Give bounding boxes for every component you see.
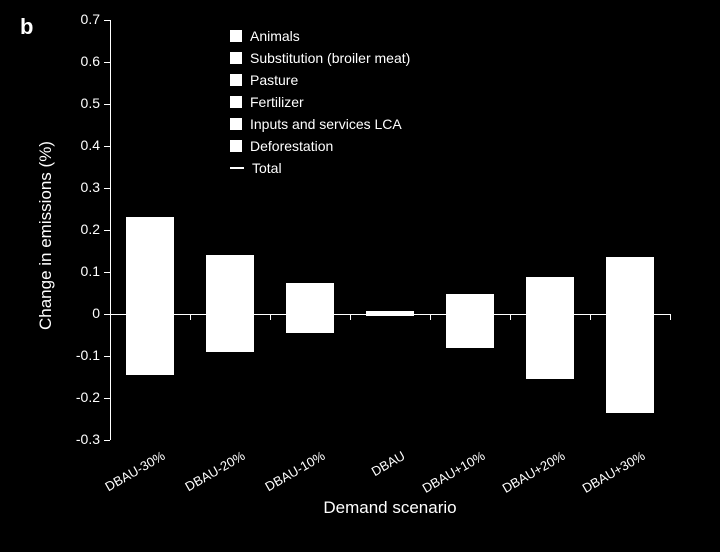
bar-positive [126, 217, 174, 314]
bar-positive [606, 257, 654, 314]
legend-item: Deforestation [230, 138, 410, 154]
ytick-label: 0.4 [60, 137, 100, 153]
ytick-label: 0 [60, 305, 100, 321]
total-marker [606, 356, 654, 358]
bar-negative [446, 314, 494, 348]
legend-label: Total [252, 160, 282, 176]
legend-item: Pasture [230, 72, 410, 88]
ytick-label: -0.3 [60, 431, 100, 447]
legend-label: Animals [250, 28, 300, 44]
total-marker [526, 342, 574, 344]
total-marker [286, 301, 334, 303]
bar-positive [526, 277, 574, 314]
bar-positive [286, 283, 334, 315]
ytick-label: -0.2 [60, 389, 100, 405]
legend-label: Inputs and services LCA [250, 116, 402, 132]
ytick-label: 0.5 [60, 95, 100, 111]
y-axis-label: Change in emissions (%) [36, 141, 56, 330]
bar-negative [286, 314, 334, 333]
legend-label: Pasture [250, 72, 298, 88]
bar-negative [526, 314, 574, 379]
total-marker [446, 328, 494, 330]
total-marker [126, 278, 174, 280]
legend-item: Animals [230, 28, 410, 44]
bar-negative [206, 314, 254, 352]
legend-item: Substitution (broiler meat) [230, 50, 410, 66]
bar-negative [126, 314, 174, 375]
legend-item: Fertilizer [230, 94, 410, 110]
ytick-label: 0.1 [60, 263, 100, 279]
legend-label: Fertilizer [250, 94, 304, 110]
ytick-label: -0.1 [60, 347, 100, 363]
total-marker [206, 293, 254, 295]
legend-item: Total [230, 160, 410, 176]
bar-positive [206, 255, 254, 314]
legend-label: Substitution (broiler meat) [250, 50, 410, 66]
bar-positive [446, 294, 494, 314]
ytick-label: 0.3 [60, 179, 100, 195]
ytick-label: 0.2 [60, 221, 100, 237]
emissions-chart: Change in emissions (%) Demand scenario … [0, 0, 720, 552]
legend-item: Inputs and services LCA [230, 116, 410, 132]
ytick-label: 0.7 [60, 11, 100, 27]
bar-negative [606, 314, 654, 413]
legend: Animals Substitution (broiler meat) Pastur… [230, 28, 410, 182]
legend-label: Deforestation [250, 138, 333, 154]
ytick-label: 0.6 [60, 53, 100, 69]
total-marker [366, 313, 414, 315]
